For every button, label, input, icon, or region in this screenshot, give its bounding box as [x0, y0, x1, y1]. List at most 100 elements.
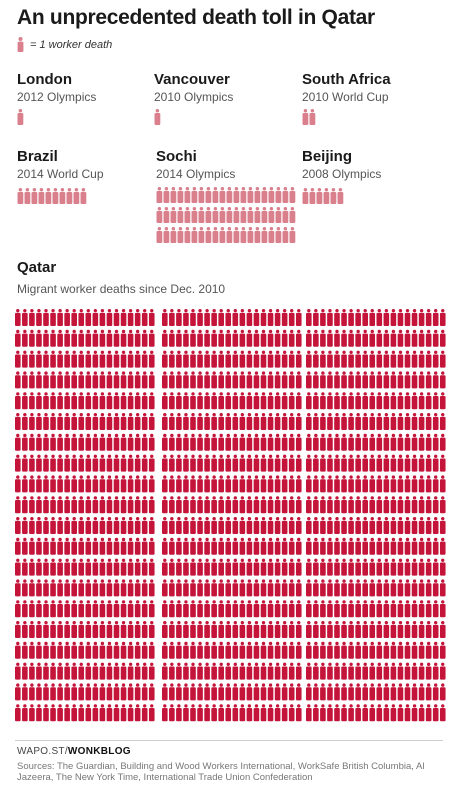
worker-icon	[134, 371, 141, 389]
worker-icon	[85, 371, 92, 389]
worker-icon	[369, 662, 376, 680]
worker-icon	[141, 641, 148, 659]
worker-icon	[397, 641, 404, 659]
worker-icon	[275, 207, 282, 223]
worker-icon	[260, 309, 267, 326]
worker-icon	[29, 496, 35, 514]
worker-icon	[260, 413, 267, 430]
worker-icon	[85, 392, 92, 410]
worker-icon	[281, 704, 288, 722]
worker-icon	[432, 350, 439, 368]
worker-icon	[78, 662, 85, 680]
worker-icon	[281, 454, 288, 472]
worker-icon	[254, 207, 261, 223]
worker-icon	[78, 350, 85, 368]
worker-icon	[320, 641, 326, 659]
worker-icon	[239, 683, 246, 701]
worker-icon	[106, 600, 113, 618]
event-london: London 2012 Olympics	[17, 71, 96, 104]
worker-icon	[183, 600, 189, 618]
worker-icon	[211, 371, 217, 389]
worker-icon	[253, 662, 260, 680]
worker-icon	[253, 392, 260, 410]
worker-icon	[78, 475, 85, 493]
worker-icon	[397, 517, 404, 534]
worker-icon	[289, 187, 296, 203]
worker-icon	[404, 517, 411, 534]
worker-icon	[211, 496, 217, 514]
worker-icon	[15, 517, 21, 534]
worker-icon	[141, 371, 148, 389]
worker-icon	[281, 413, 288, 430]
event-brazil: Brazil 2014 World Cup	[17, 148, 104, 181]
worker-icon	[439, 350, 446, 368]
worker-icon	[120, 600, 127, 618]
worker-icon	[390, 600, 397, 618]
worker-icon	[191, 227, 198, 243]
worker-icon	[369, 371, 376, 389]
worker-icon	[134, 329, 141, 347]
worker-icon	[113, 329, 120, 347]
worker-icon	[225, 662, 232, 680]
worker-icon	[92, 579, 99, 597]
worker-icon	[99, 475, 106, 493]
worker-icon	[362, 475, 368, 493]
worker-icon	[57, 475, 63, 493]
event-subtitle: 2014 World Cup	[17, 167, 104, 181]
worker-icon	[253, 517, 260, 534]
worker-icon	[15, 329, 21, 347]
worker-icon	[64, 392, 70, 410]
worker-icon	[267, 537, 274, 555]
worker-icon	[22, 454, 28, 472]
worker-icon	[369, 309, 376, 326]
worker-icon	[432, 641, 439, 659]
worker-icon	[383, 413, 390, 430]
page-title: An unprecedented death toll in Qatar	[17, 6, 375, 29]
worker-icon	[267, 329, 274, 347]
worker-icon	[176, 309, 182, 326]
worker-icon	[106, 683, 113, 701]
worker-icon	[50, 475, 56, 493]
worker-icon	[425, 683, 432, 701]
worker-icon	[127, 558, 134, 576]
worker-icon	[92, 475, 99, 493]
pictogram-beijing	[302, 188, 344, 204]
worker-icon	[439, 309, 446, 326]
worker-icon	[191, 207, 198, 223]
worker-icon	[341, 641, 347, 659]
worker-icon	[211, 537, 217, 555]
worker-icon	[383, 392, 390, 410]
worker-icon	[106, 579, 113, 597]
worker-icon	[22, 537, 28, 555]
worker-icon	[190, 537, 196, 555]
worker-icon	[162, 309, 168, 326]
worker-icon	[383, 558, 390, 576]
worker-icon	[369, 621, 376, 638]
worker-icon	[274, 558, 281, 576]
worker-icon	[92, 496, 99, 514]
worker-icon	[295, 621, 302, 638]
worker-icon	[281, 433, 288, 451]
worker-icon	[425, 413, 432, 430]
worker-icon	[225, 454, 232, 472]
worker-icon	[57, 683, 63, 701]
worker-icon	[50, 579, 56, 597]
worker-icon	[120, 454, 127, 472]
worker-icon	[348, 558, 354, 576]
worker-icon	[141, 621, 148, 638]
worker-icon	[22, 558, 28, 576]
event-name: Vancouver	[154, 71, 230, 88]
worker-icon	[78, 704, 85, 722]
worker-icon	[397, 683, 404, 701]
worker-icon	[57, 641, 63, 659]
worker-icon	[162, 413, 168, 430]
worker-icon	[268, 227, 275, 243]
worker-icon	[334, 704, 340, 722]
worker-icon	[15, 475, 21, 493]
worker-icon	[274, 579, 281, 597]
worker-icon	[239, 433, 246, 451]
worker-icon	[390, 621, 397, 638]
worker-icon	[22, 371, 28, 389]
worker-icon	[411, 621, 418, 638]
worker-icon	[218, 371, 224, 389]
